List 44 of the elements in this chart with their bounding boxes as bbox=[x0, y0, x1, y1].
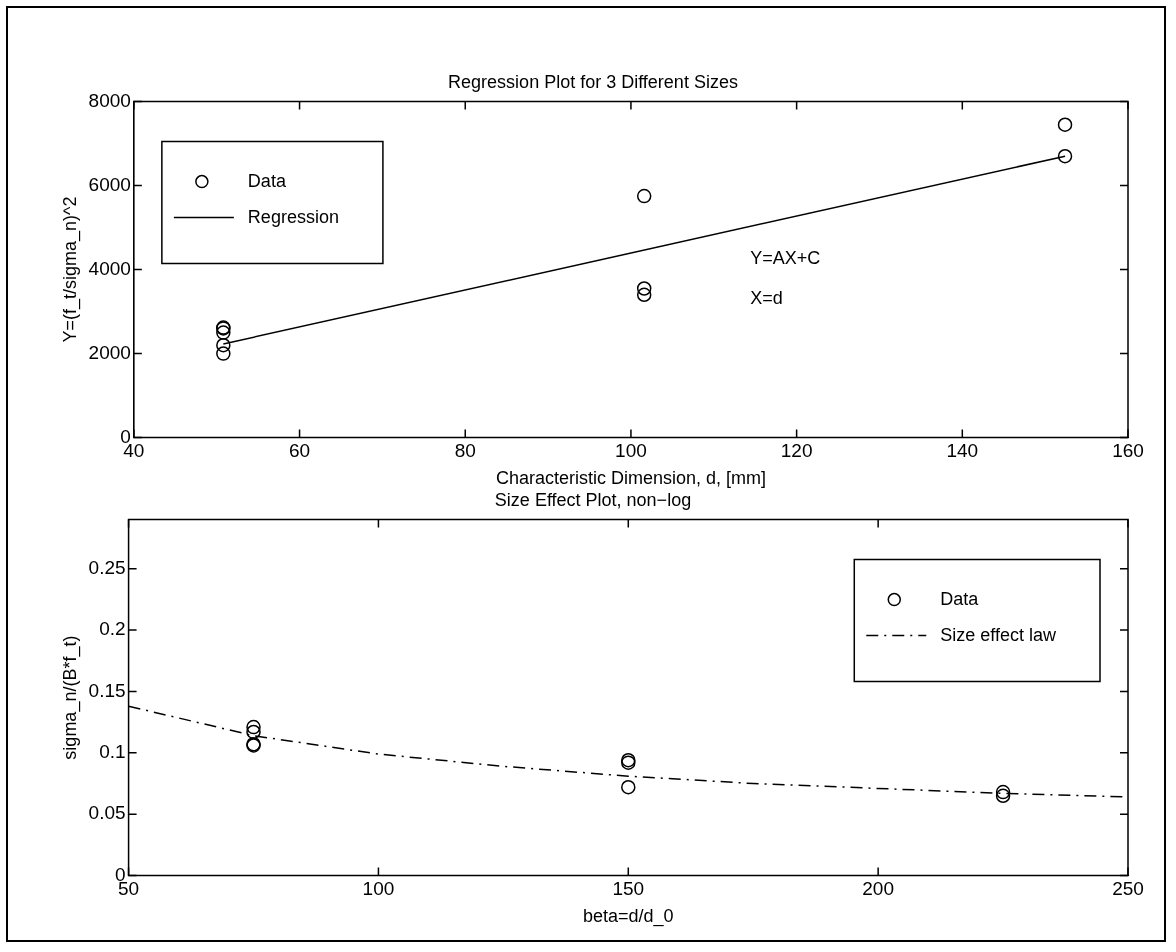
y-tick-label: 0.05 bbox=[88, 802, 126, 824]
y-axis-title: Y=(f_t/sigma_n)^2 bbox=[59, 196, 81, 343]
x-tick-label: 60 bbox=[288, 440, 311, 462]
y-tick-label: 0.25 bbox=[88, 556, 126, 578]
point bbox=[636, 188, 652, 204]
x-tick-label: 100 bbox=[615, 440, 647, 462]
y-tick-label: 0.1 bbox=[99, 741, 126, 763]
x-tick-label: 80 bbox=[454, 440, 476, 462]
point bbox=[1057, 148, 1073, 164]
y-tick-label: 4000 bbox=[88, 257, 131, 279]
y-tick-label: 0.2 bbox=[99, 618, 126, 640]
point bbox=[636, 281, 652, 296]
x-tick-label: 160 bbox=[1112, 440, 1144, 462]
legend-label: Regression bbox=[247, 206, 339, 227]
annotation: X=d bbox=[750, 288, 783, 309]
x-tick-label: 120 bbox=[780, 440, 813, 462]
x-tick-label: 140 bbox=[946, 440, 979, 462]
x-tick-label: 150 bbox=[612, 878, 645, 900]
x-tick-label: 250 bbox=[1112, 878, 1144, 900]
x-axis-title: Characteristic Dimension, d, [mm] bbox=[495, 468, 766, 489]
point bbox=[636, 287, 652, 303]
x-axis-title: beta=d/d_0 bbox=[582, 906, 674, 928]
annotation: Y=AX+C bbox=[750, 248, 821, 269]
x-tick-label: 100 bbox=[362, 878, 395, 900]
x-tick-label: 200 bbox=[862, 878, 894, 900]
y-tick-label: 2000 bbox=[88, 341, 131, 363]
chart-title: Size Effect Plot, non−log bbox=[494, 489, 692, 510]
point bbox=[216, 337, 231, 353]
point bbox=[995, 788, 1011, 804]
point bbox=[1057, 117, 1073, 132]
point bbox=[216, 325, 231, 340]
point bbox=[621, 779, 636, 795]
y-tick-label: 0.15 bbox=[88, 679, 126, 701]
y-tick-label: 6000 bbox=[88, 173, 131, 195]
y-axis-title: sigma_n/(B*f_t) bbox=[59, 635, 81, 760]
legend-label: Data bbox=[940, 588, 980, 609]
legend-label: Data bbox=[247, 170, 287, 191]
point bbox=[246, 724, 261, 740]
point bbox=[995, 784, 1011, 800]
y-tick-label: 8000 bbox=[88, 89, 131, 111]
point bbox=[246, 719, 261, 735]
chart-title: Regression Plot for 3 Different Sizes bbox=[448, 71, 738, 92]
point bbox=[216, 346, 231, 361]
legend-label: Size effect law bbox=[940, 624, 1057, 645]
